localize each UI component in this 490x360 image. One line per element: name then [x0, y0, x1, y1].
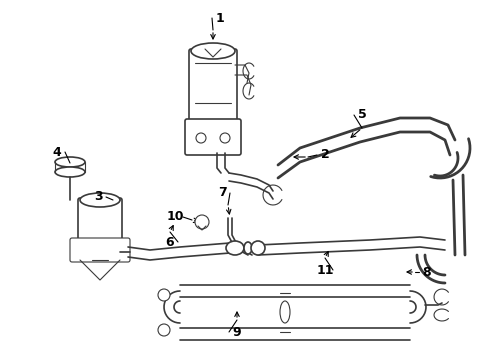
- Text: 6: 6: [166, 235, 174, 248]
- FancyBboxPatch shape: [70, 238, 130, 262]
- Text: 2: 2: [320, 148, 329, 162]
- Text: 11: 11: [316, 264, 334, 276]
- Ellipse shape: [158, 324, 170, 336]
- FancyBboxPatch shape: [189, 49, 237, 123]
- Ellipse shape: [80, 193, 120, 207]
- Text: 1: 1: [216, 12, 224, 24]
- Text: 4: 4: [52, 145, 61, 158]
- Text: 8: 8: [423, 266, 431, 279]
- Ellipse shape: [280, 301, 290, 323]
- Ellipse shape: [244, 242, 252, 254]
- Ellipse shape: [226, 241, 244, 255]
- Text: 7: 7: [218, 186, 226, 199]
- Ellipse shape: [195, 215, 209, 229]
- Text: 5: 5: [358, 108, 367, 122]
- Ellipse shape: [251, 241, 265, 255]
- FancyBboxPatch shape: [185, 119, 241, 155]
- Text: 3: 3: [94, 190, 102, 203]
- Text: 10: 10: [166, 211, 184, 224]
- Text: 9: 9: [233, 325, 241, 338]
- Ellipse shape: [191, 43, 235, 59]
- FancyBboxPatch shape: [78, 198, 122, 244]
- Ellipse shape: [55, 167, 85, 177]
- Ellipse shape: [55, 157, 85, 167]
- Ellipse shape: [158, 289, 170, 301]
- Ellipse shape: [196, 133, 206, 143]
- Ellipse shape: [220, 133, 230, 143]
